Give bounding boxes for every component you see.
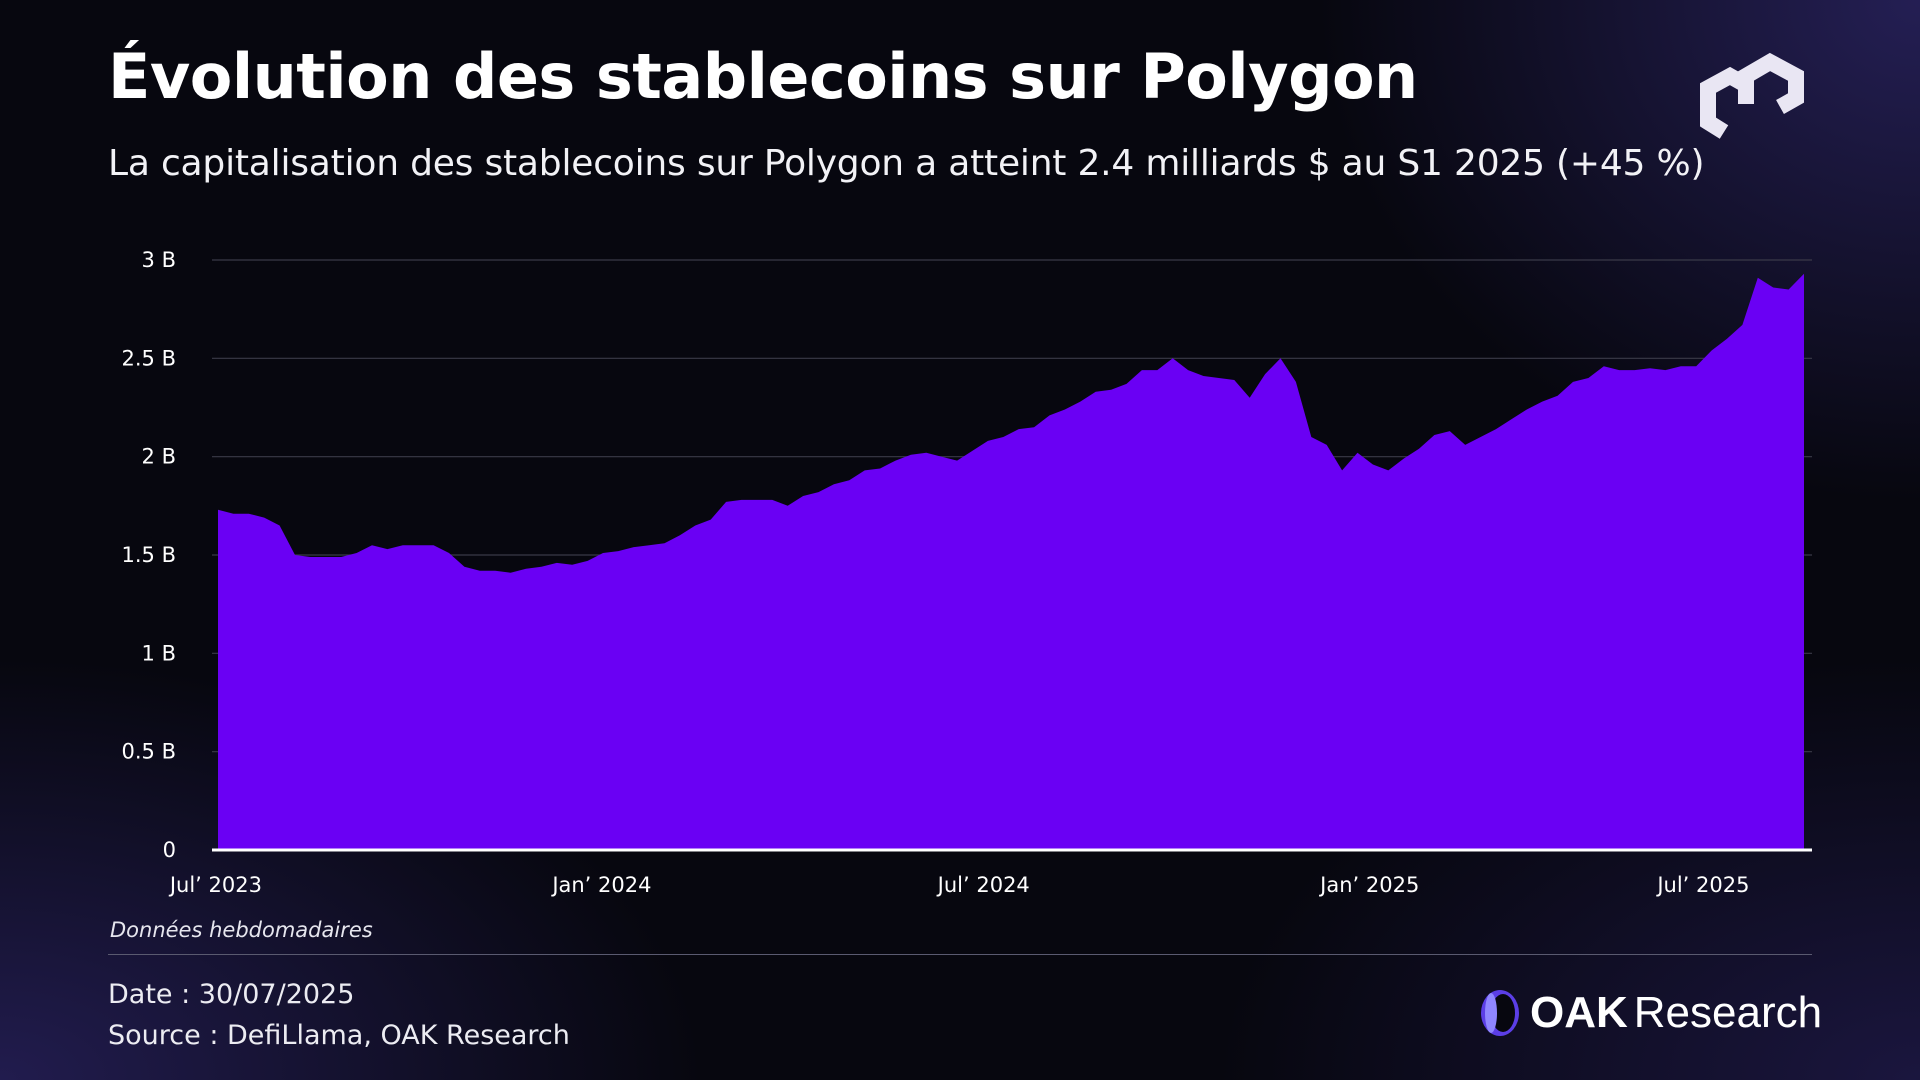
- stablecoin-market-cap-area: [218, 273, 1804, 850]
- oak-research-logo-icon: [1481, 990, 1519, 1036]
- polygon-logo-icon: [1700, 52, 1804, 139]
- y-tick-label: 1.5 B: [122, 543, 176, 567]
- data-source: Source : DefiLlama, OAK Research: [108, 1020, 570, 1051]
- x-axis-ticks: Jul’ 2023 Jan’ 2024 Jul’ 2024 Jan’ 2025 Jul’…: [168, 873, 1750, 897]
- y-tick-label: 0.5 B: [122, 740, 176, 764]
- oak-research-brand: OAK Research: [1476, 988, 1822, 1038]
- y-tick-label: 3 B: [142, 248, 176, 272]
- x-tick-label: Jul’ 2024: [936, 873, 1030, 897]
- brand-name-strong: OAK: [1530, 988, 1628, 1037]
- x-tick-label: Jul’ 2025: [1655, 873, 1749, 897]
- area-series: [218, 273, 1804, 850]
- footer-divider: [108, 954, 1812, 955]
- y-tick-label: 1 B: [142, 641, 176, 665]
- y-tick-label: 2 B: [142, 445, 176, 469]
- y-tick-label: 0: [163, 838, 176, 862]
- chart-subtitle: La capitalisation des stablecoins sur Po…: [108, 143, 1705, 184]
- chart-title: Évolution des stablecoins sur Polygon: [108, 40, 1418, 113]
- y-tick-label: 2.5 B: [122, 346, 176, 370]
- data-frequency-note: Données hebdomadaires: [110, 918, 373, 942]
- y-axis-ticks: 0 0.5 B 1 B 1.5 B 2 B 2.5 B 3 B: [122, 248, 176, 862]
- x-tick-label: Jan’ 2024: [550, 873, 651, 897]
- x-tick-label: Jan’ 2025: [1318, 873, 1419, 897]
- x-tick-label: Jul’ 2023: [168, 873, 262, 897]
- publication-date: Date : 30/07/2025: [108, 979, 355, 1010]
- brand-name-light: Research: [1633, 988, 1823, 1037]
